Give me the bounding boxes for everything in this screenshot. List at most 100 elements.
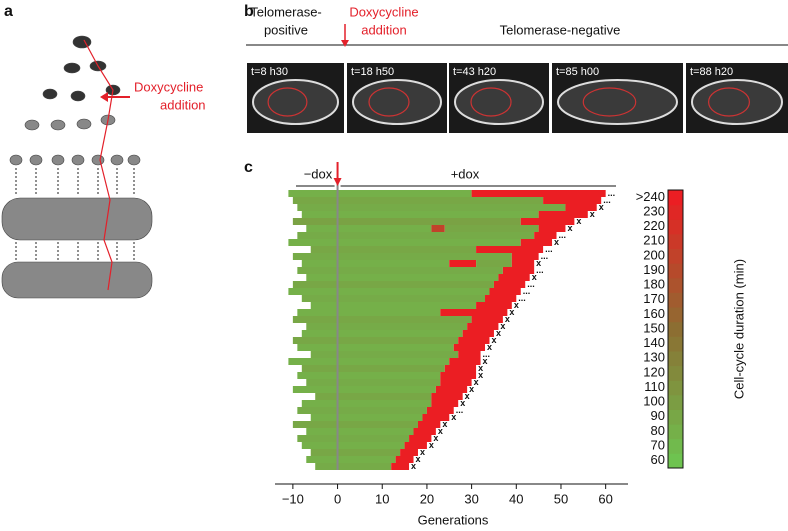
panel-label: b [244, 3, 254, 20]
time-label: t=43 h20 [453, 66, 496, 78]
colorbar-swatch [668, 365, 683, 381]
condition-label: −dox [304, 166, 333, 181]
colorbar-tick-label: 170 [643, 291, 665, 306]
heat-cell [498, 274, 530, 281]
heat-cell [462, 330, 494, 337]
heat-cell [292, 316, 472, 323]
header: addition [361, 22, 407, 37]
heat-cell [444, 365, 477, 372]
heat-cell [485, 295, 517, 302]
colorbar-tick-label: 60 [651, 452, 665, 467]
colorbar-tick-label: 220 [643, 218, 665, 233]
end-mark: ... [608, 188, 616, 198]
x-tick-label: 0 [334, 491, 341, 506]
end-mark: x [536, 258, 541, 268]
end-mark: x [554, 237, 559, 247]
colorbar-swatch [668, 248, 683, 264]
heat-cell [565, 204, 597, 211]
heat-cell [310, 414, 423, 421]
cell-outline [557, 79, 678, 125]
heat-cell [297, 344, 454, 351]
dox-arrowhead [333, 178, 342, 186]
end-mark: x [483, 356, 488, 366]
cell-outline [691, 79, 783, 125]
heat-cell [493, 281, 526, 288]
heat-cell [440, 379, 472, 386]
header: Telomerase-negative [500, 22, 621, 37]
end-mark: x [442, 419, 447, 429]
heat-cell [409, 435, 432, 442]
cell-outline [267, 87, 308, 117]
end-mark: x [411, 461, 416, 471]
end-mark: x [465, 391, 470, 401]
end-mark: x [491, 335, 496, 345]
end-mark: x [590, 209, 595, 219]
colorbar-tick-label: 120 [643, 364, 665, 379]
heat-cell [306, 274, 499, 281]
heat-cell [489, 288, 521, 295]
heat-cell [315, 463, 392, 470]
end-mark: x [509, 307, 514, 317]
heat-cell [471, 190, 606, 197]
heat-cell [297, 407, 427, 414]
colorbar-swatch [668, 350, 683, 367]
annotation: addition [160, 97, 206, 112]
heat-cell [288, 358, 450, 365]
heat-cell [426, 407, 454, 414]
x-tick-label: −10 [282, 491, 304, 506]
lineage-diagram [1, 35, 153, 299]
heat-cell [520, 239, 553, 246]
end-mark: x [500, 321, 505, 331]
end-mark: x [429, 440, 434, 450]
heat-cell [306, 225, 432, 232]
heat-cell [297, 267, 503, 274]
heat-cell [404, 442, 427, 449]
heat-cell [431, 225, 445, 232]
colorbar-tick-label: 150 [643, 320, 665, 335]
colorbar-tick-label: 230 [643, 203, 665, 218]
heat-cell [400, 449, 418, 456]
heat-cell [288, 239, 521, 246]
heat-cell [306, 428, 414, 435]
x-tick-label: 60 [598, 491, 612, 506]
heat-cell [471, 316, 503, 323]
heat-cell [511, 253, 539, 260]
heat-cell [435, 386, 468, 393]
end-mark: x [599, 202, 604, 212]
heat-cell [301, 330, 463, 337]
heat-cell [538, 225, 566, 232]
heat-cell [310, 302, 477, 309]
heat-cell [476, 302, 512, 309]
colorbar-swatch [668, 424, 683, 440]
heat-cell [292, 253, 512, 260]
colorbar-tick-label: 130 [643, 350, 665, 365]
colorbar-swatch [668, 233, 683, 250]
heat-cell [301, 400, 432, 407]
end-mark: ... [603, 195, 611, 205]
colorbar-tick-label: 100 [643, 394, 665, 409]
end-mark: x [438, 426, 443, 436]
end-mark: x [505, 314, 510, 324]
end-mark: x [474, 377, 479, 387]
time-label: t=18 h50 [351, 66, 394, 78]
heat-cell [306, 323, 468, 330]
heat-cell [297, 435, 410, 442]
header: Doxycycline [349, 4, 418, 19]
heat-cell [306, 456, 396, 463]
end-mark: x [478, 370, 483, 380]
x-tick-label: 30 [464, 491, 478, 506]
heat-cell [288, 190, 472, 197]
x-tick-label: 20 [420, 491, 434, 506]
heat-cell [301, 365, 445, 372]
heat-cell [440, 372, 477, 379]
heat-cell [395, 456, 414, 463]
heat-cell [444, 225, 539, 232]
colorbar-swatch [668, 409, 683, 425]
colorbar-swatch [668, 307, 683, 323]
colorbar-swatch [668, 394, 683, 410]
heat-cell [543, 197, 602, 204]
header: positive [264, 22, 308, 37]
heat-cell [511, 260, 535, 267]
panel-label: c [244, 159, 253, 176]
heat-cell [458, 337, 490, 344]
